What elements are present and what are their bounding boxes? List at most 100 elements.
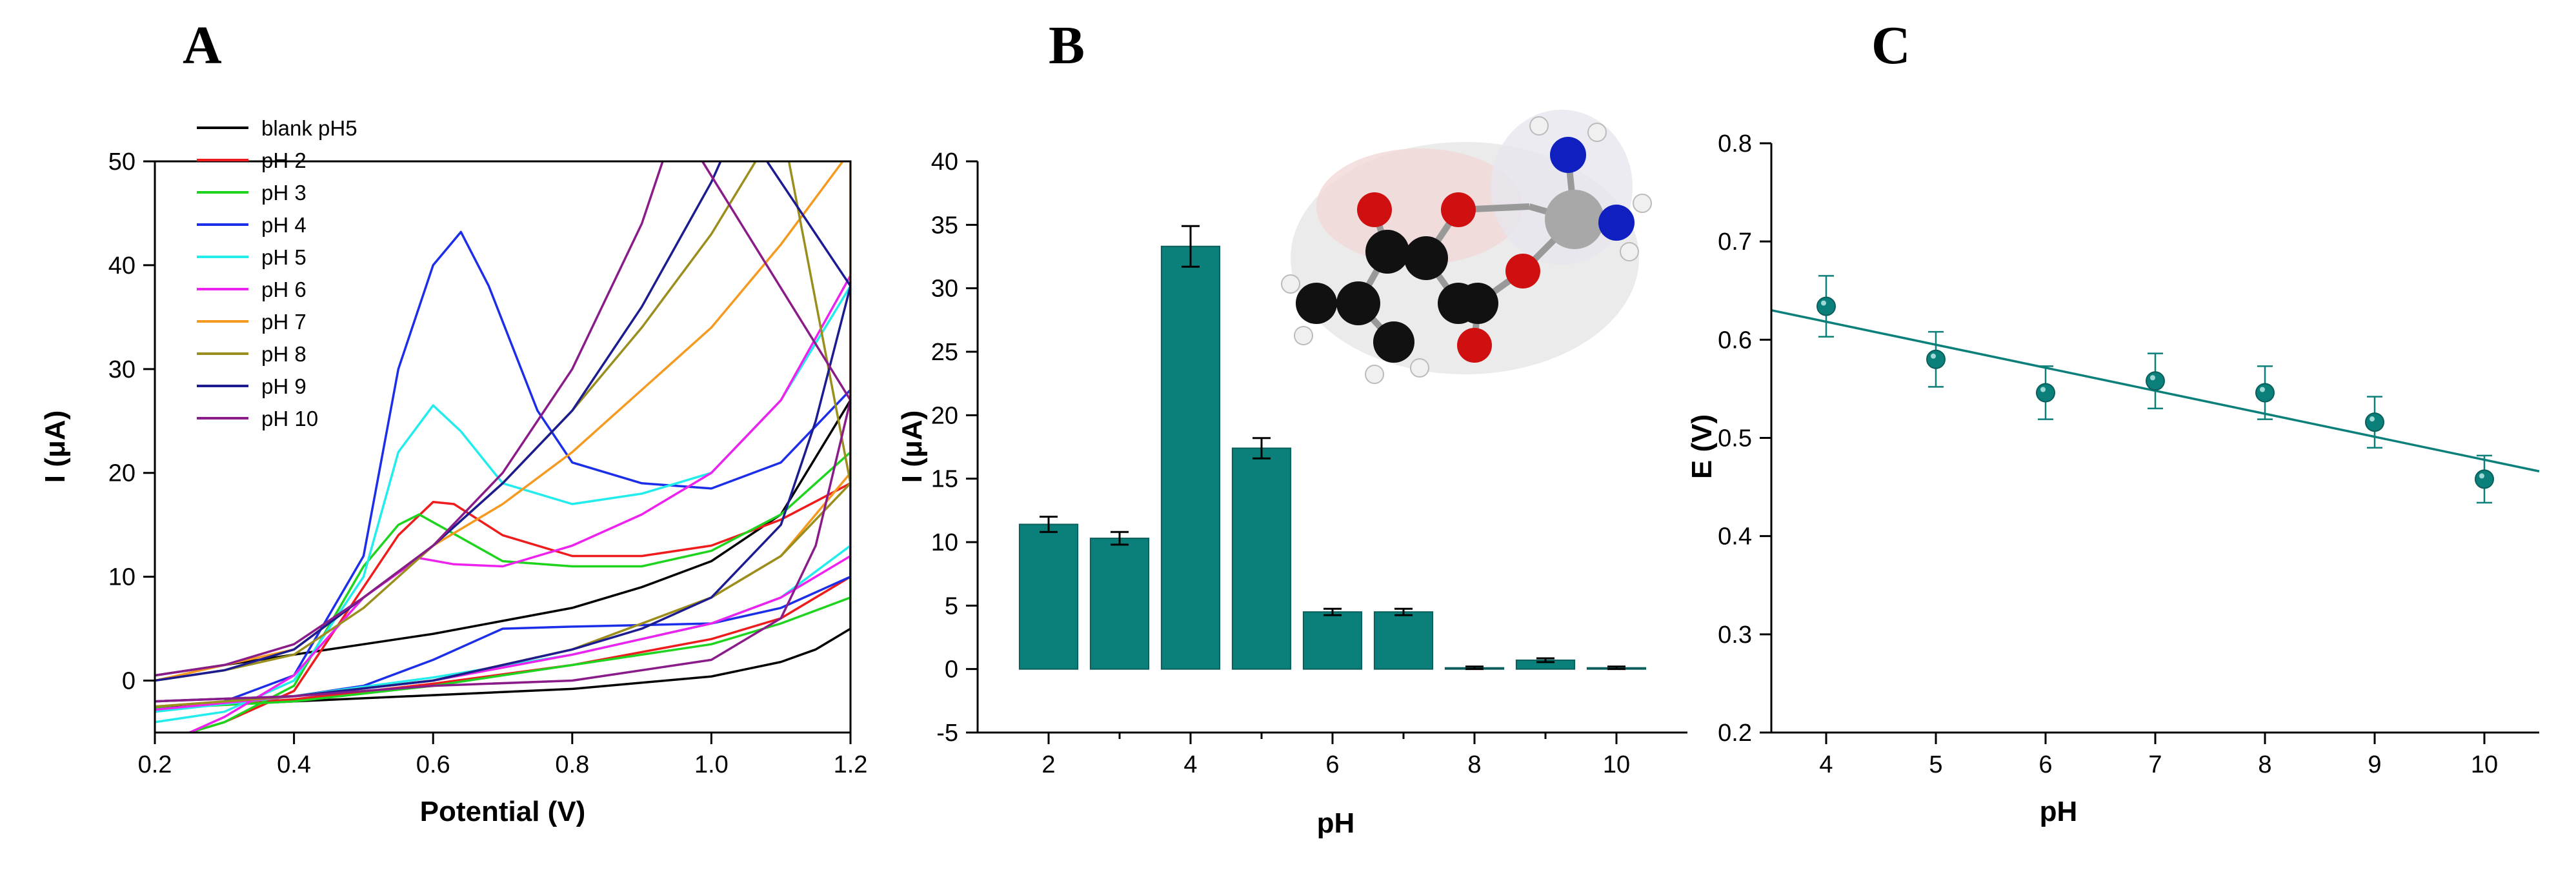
panel-a-series-line-7 bbox=[155, 161, 850, 708]
panel-a-chart: 0.2 0.4 0.6 0.8 1.0 1.2 0 10 20 30 40 50 blank pH5 p… bbox=[39, 116, 867, 827]
panel-a-legend-label-0: blank pH5 bbox=[261, 116, 357, 140]
panel-c-ytick-label: 0.3 bbox=[1718, 622, 1752, 649]
panel-c-point-1 bbox=[1926, 349, 1946, 369]
panel-b-ytick-label: 15 bbox=[931, 466, 958, 493]
panel-a-legend-label-7: pH 8 bbox=[261, 342, 307, 366]
panel-b-xtick-label: 8 bbox=[1467, 751, 1481, 778]
panel-c-point-0 bbox=[1816, 296, 1836, 316]
panel-b-xtick-label: 6 bbox=[1325, 751, 1339, 778]
panel-c-point-highlight bbox=[2370, 416, 2375, 422]
panel-a-legend-label-3: pH 4 bbox=[261, 213, 307, 237]
panel-a-series-line-0 bbox=[155, 399, 850, 709]
panel-b-xtick-label: 4 bbox=[1183, 751, 1197, 778]
panel-b-ytick-label: 40 bbox=[931, 148, 958, 176]
panel-c-ytick-label: 0.5 bbox=[1718, 425, 1752, 452]
panel-c-point-highlight bbox=[1931, 353, 1936, 359]
panel-a-legend-label-8: pH 9 bbox=[261, 374, 307, 398]
panel-a-ytick-label: 30 bbox=[108, 356, 136, 383]
panel-b-ylabel: I (μA) bbox=[896, 410, 928, 483]
panel-b-ytick-label: 35 bbox=[931, 212, 958, 239]
panel-b-bar-7 bbox=[1373, 611, 1434, 670]
panel-a-series-line-6 bbox=[155, 161, 850, 708]
panel-letter-c: C bbox=[1871, 15, 1911, 76]
panel-b-bar-2 bbox=[1018, 523, 1079, 670]
panel-a-ytick-label: 40 bbox=[108, 252, 136, 279]
panel-b-bars bbox=[1018, 225, 1647, 671]
panel-c-point-highlight bbox=[2150, 375, 2155, 381]
panel-a-xtick-label: 0.4 bbox=[277, 751, 311, 778]
panel-c-xlabel: pH bbox=[2040, 796, 2078, 827]
panel-b-bar-3 bbox=[1089, 538, 1150, 670]
panel-a-series-line-2 bbox=[155, 450, 850, 733]
panel-b-axes: -5 0 5 10 15 20 25 30 35 40 2 4 6 8 10 bbox=[931, 148, 1687, 778]
panel-c-point-2 bbox=[2036, 383, 2055, 403]
panel-b-bar-5 bbox=[1231, 447, 1292, 670]
panel-c-point-6 bbox=[2475, 469, 2494, 489]
panel-a-ticks: 0.2 0.4 0.6 0.8 1.0 1.2 0 10 20 30 40 50 bbox=[108, 148, 868, 778]
panel-a-legend-label-1: pH 2 bbox=[261, 148, 307, 172]
panel-a-xtick-label: 1.0 bbox=[694, 751, 729, 778]
panel-a-series-line-3 bbox=[155, 230, 850, 713]
panel-c-xtick-label: 8 bbox=[2258, 751, 2271, 778]
panel-b-xtick-label: 10 bbox=[1603, 751, 1630, 778]
panel-c-ytick-label: 0.4 bbox=[1718, 523, 1752, 551]
panel-b-ytick-label: 25 bbox=[931, 339, 958, 366]
panel-a-legend-label-6: pH 7 bbox=[261, 310, 307, 334]
panel-c-ytick-label: 0.7 bbox=[1718, 228, 1752, 256]
panel-b-ytick-label: 0 bbox=[945, 656, 958, 683]
panel-a-ylabel: I (μA) bbox=[39, 410, 71, 483]
panel-a-ytick-label: 0 bbox=[122, 668, 136, 695]
panel-c-point-highlight bbox=[2479, 473, 2484, 479]
panel-b-chart: -5 0 5 10 15 20 25 30 35 40 2 4 6 8 10 pH I (μA) bbox=[896, 110, 1687, 839]
panel-a-frame bbox=[154, 160, 852, 734]
panel-b-ytick-label: 30 bbox=[931, 276, 958, 303]
panel-c-xtick-label: 4 bbox=[1819, 751, 1833, 778]
panel-b-bar-4 bbox=[1160, 245, 1221, 670]
panel-b-ytick-label: 5 bbox=[945, 592, 958, 620]
panel-a-legend-label-9: pH 10 bbox=[261, 407, 318, 430]
panel-c-point-highlight bbox=[1821, 300, 1826, 306]
panel-a-legend-label-2: pH 3 bbox=[261, 181, 307, 205]
panel-a-ytick-label: 20 bbox=[108, 460, 136, 487]
panel-b-ytick-label: 20 bbox=[931, 402, 958, 429]
panel-b-xlabel: pH bbox=[1317, 807, 1355, 839]
panel-letter-a: A bbox=[183, 15, 222, 76]
panel-a-xlabel: Potential (V) bbox=[420, 796, 586, 827]
panel-c-point-4 bbox=[2255, 383, 2275, 403]
panel-b-ytick-label: 10 bbox=[931, 529, 958, 556]
panel-a-series-line-8 bbox=[155, 161, 850, 703]
panel-c-chart: 0.2 0.3 0.4 0.5 0.6 0.7 0.8 4 5 6 7 8 9 10 pH E (V) bbox=[1686, 130, 2540, 827]
panel-c-ylabel: E (V) bbox=[1686, 414, 1718, 479]
panel-c-xtick-label: 9 bbox=[2368, 751, 2381, 778]
panel-c-ytick-label: 0.8 bbox=[1718, 130, 1752, 157]
panel-a-xtick-label: 0.6 bbox=[416, 751, 450, 778]
panel-c-xtick-label: 5 bbox=[1929, 751, 1942, 778]
panel-a-legend-label-5: pH 6 bbox=[261, 278, 307, 301]
panel-c-plot bbox=[1771, 275, 2540, 504]
panel-c-xtick-label: 7 bbox=[2148, 751, 2162, 778]
panel-c-point-highlight bbox=[2260, 387, 2265, 392]
panel-c-ytick-label: 0.6 bbox=[1718, 327, 1752, 354]
panel-b-bar-6 bbox=[1302, 611, 1363, 670]
panel-a-xtick-label: 0.2 bbox=[138, 751, 172, 778]
panel-a-legend-label-4: pH 5 bbox=[261, 245, 307, 269]
panel-a-legend: blank pH5 pH 2 pH 3 pH 4 pH 5 pH 6 pH 7 pH 8 pH … bbox=[197, 116, 357, 430]
panel-c-point-highlight bbox=[2040, 387, 2046, 392]
panel-c-ytick-label: 0.2 bbox=[1718, 720, 1752, 747]
panel-a-xtick-label: 0.8 bbox=[555, 751, 589, 778]
panel-a-ytick-label: 50 bbox=[108, 148, 136, 176]
panel-c-point-5 bbox=[2365, 412, 2384, 432]
panel-c-xtick-label: 6 bbox=[2038, 751, 2052, 778]
panel-a-ytick-label: 10 bbox=[108, 564, 136, 591]
panel-b-xtick-label: 2 bbox=[1041, 751, 1055, 778]
molecule-illustration bbox=[1281, 110, 1652, 384]
panel-a-series-line-9 bbox=[155, 161, 850, 703]
panel-a-series bbox=[155, 161, 850, 733]
panel-b-ytick-label: -5 bbox=[936, 720, 958, 747]
panel-c-xtick-label: 10 bbox=[2471, 751, 2498, 778]
panel-a-xtick-label: 1.2 bbox=[834, 751, 868, 778]
panel-c-point-3 bbox=[2146, 371, 2165, 391]
panel-letter-b: B bbox=[1049, 15, 1085, 76]
panel-c-axes: 0.2 0.3 0.4 0.5 0.6 0.7 0.8 4 5 6 7 8 9 10 bbox=[1718, 130, 2539, 778]
